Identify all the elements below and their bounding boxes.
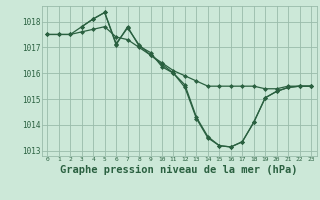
X-axis label: Graphe pression niveau de la mer (hPa): Graphe pression niveau de la mer (hPa) <box>60 165 298 175</box>
